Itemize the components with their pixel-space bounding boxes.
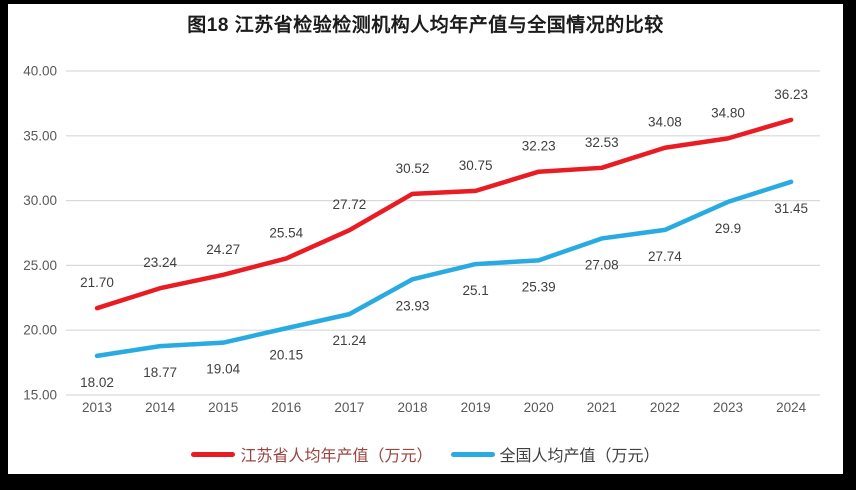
- data-label-series-0: 32.53: [585, 135, 619, 150]
- data-label-series-1: 27.08: [585, 257, 619, 272]
- data-label-series-1: 27.74: [648, 249, 682, 264]
- x-tick-label: 2022: [650, 400, 680, 415]
- data-label-series-0: 24.27: [206, 242, 240, 257]
- y-tick-label: 15.00: [23, 388, 57, 403]
- x-tick-label: 2018: [397, 400, 427, 415]
- x-tick-label: 2013: [82, 400, 112, 415]
- y-tick-label: 25.00: [23, 258, 57, 273]
- data-label-series-0: 25.54: [269, 225, 303, 240]
- legend-item-jiangsu: 江苏省人均年产值（万元）: [191, 442, 433, 466]
- data-label-series-0: 30.52: [396, 161, 430, 176]
- data-label-series-1: 20.15: [269, 347, 303, 362]
- legend-swatch-national-line-icon: [450, 451, 495, 457]
- x-tick-label: 2019: [461, 400, 491, 415]
- data-label-series-1: 29.9: [715, 221, 741, 236]
- data-label-series-1: 25.1: [462, 283, 488, 298]
- data-label-series-1: 23.93: [396, 298, 430, 313]
- series-line-0: [94, 117, 794, 311]
- data-label-series-1: 25.39: [522, 279, 556, 294]
- data-label-series-0: 30.75: [459, 158, 493, 173]
- x-tick-label: 2023: [713, 400, 743, 415]
- data-label-series-0: 21.70: [80, 275, 114, 290]
- legend-label-national: 全国人均产值（万元）: [499, 448, 660, 465]
- legend-swatch-jiangsu-line-icon: [191, 451, 236, 457]
- x-tick-label: 2016: [271, 400, 301, 415]
- legend-label-jiangsu: 江苏省人均年产值（万元）: [240, 448, 433, 465]
- x-tick-label: 2021: [587, 400, 617, 415]
- y-tick-label: 35.00: [23, 128, 57, 143]
- y-tick-label: 30.00: [23, 193, 57, 208]
- x-tick-label: 2020: [524, 400, 554, 415]
- data-label-series-1: 21.24: [333, 333, 367, 348]
- data-label-series-1: 18.77: [143, 365, 177, 380]
- legend-item-national: 全国人均产值（万元）: [450, 442, 660, 466]
- data-label-series-0: 32.23: [522, 139, 556, 154]
- chart-title: 图18 江苏省检验检测机构人均年产值与全国情况的比较: [187, 15, 664, 36]
- x-tick-label: 2024: [776, 400, 807, 415]
- x-tick-label: 2017: [334, 400, 364, 415]
- chart-legend: 江苏省人均年产值（万元） 全国人均产值（万元）: [8, 442, 843, 466]
- x-tick-label: 2015: [208, 400, 238, 415]
- data-label-series-0: 34.80: [711, 105, 745, 120]
- x-tick-label: 2014: [145, 400, 176, 415]
- data-label-series-1: 19.04: [206, 362, 240, 377]
- data-label-series-0: 27.72: [333, 197, 367, 212]
- data-label-series-1: 18.02: [80, 375, 114, 390]
- series-line-1: [94, 179, 794, 359]
- data-label-series-0: 34.08: [648, 115, 682, 130]
- y-tick-label: 40.00: [23, 64, 57, 79]
- data-label-series-1: 31.45: [774, 201, 808, 216]
- data-label-series-0: 36.23: [774, 87, 808, 102]
- data-label-series-0: 23.24: [143, 255, 177, 270]
- line-chart-plot-area: 40.00 35.00 30.00 25.00 20.00 15.00 2013 2014 20…: [23, 64, 820, 415]
- y-tick-label: 20.00: [23, 323, 57, 338]
